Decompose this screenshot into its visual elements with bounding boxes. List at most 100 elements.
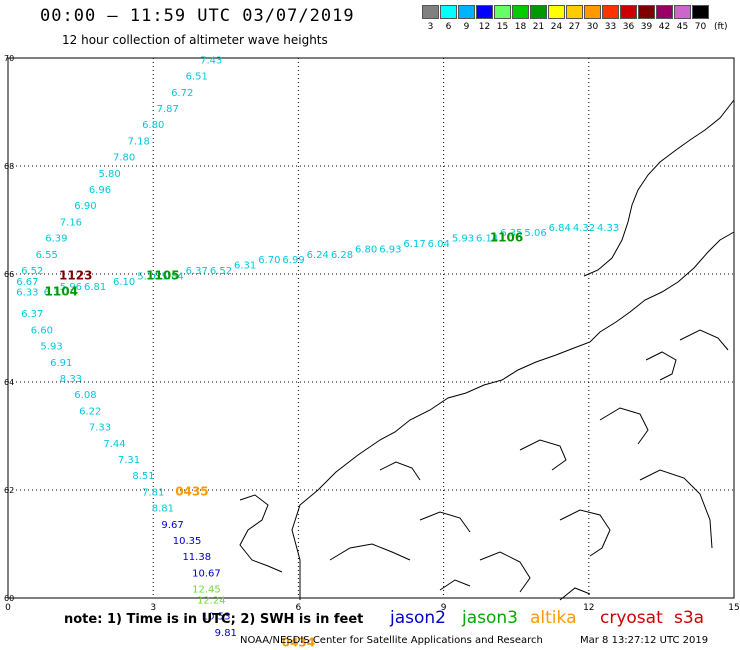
data-point-label: 6.3 — [44, 288, 60, 299]
data-point-label: 7.81 — [142, 487, 164, 498]
legend-swatch — [440, 5, 457, 19]
data-point-label: 6.37 — [186, 266, 208, 277]
data-point-label: 11.38 — [182, 552, 211, 563]
y-tick-label: 66 — [4, 270, 14, 279]
data-point-label: 6.08 — [74, 390, 96, 401]
y-tick-label: 62 — [4, 486, 14, 495]
data-point-label: 5.84 — [161, 271, 183, 282]
legend-swatch — [458, 5, 475, 19]
data-point-label: 6.51 — [186, 72, 208, 83]
data-point-label: 6.52 — [210, 266, 232, 277]
legend-swatch — [620, 5, 637, 19]
coastline — [239, 494, 283, 573]
pass-time-label: 1104 — [45, 285, 78, 299]
data-point-label: 10.67 — [192, 568, 221, 579]
coastline — [419, 511, 471, 533]
data-point-label: 6.52 — [21, 266, 43, 277]
data-point-label: 7.31 — [118, 455, 140, 466]
legend-swatch — [476, 5, 493, 19]
satellite-label-altika: altika — [530, 608, 577, 628]
data-point-label: 6.24 — [307, 250, 329, 261]
data-point-label: 6.81 — [84, 282, 106, 293]
data-point-label: 7.18 — [128, 136, 150, 147]
data-point-label: 6.96 — [89, 185, 111, 196]
satellite-label-jason2: jason2 — [390, 608, 446, 628]
data-point-label: 6.14 — [476, 234, 498, 245]
legend-label: 27 — [568, 22, 581, 32]
data-point-label: 7.44 — [103, 439, 125, 450]
data-point-label: 6.17 — [403, 239, 425, 250]
legend-swatch — [656, 5, 673, 19]
credit-text: NOAA/NESDIS Center for Satellite Applica… — [240, 635, 543, 646]
data-point-label: 7.16 — [60, 217, 82, 228]
x-tick-label: 9 — [441, 603, 447, 613]
pass-time-label: 0435 — [175, 484, 208, 498]
legend-label: 36 — [622, 22, 635, 32]
data-point-label: 6.37 — [21, 309, 43, 320]
data-point-label: 5.16 — [137, 271, 159, 282]
data-point-label: 6.80 — [142, 120, 164, 131]
data-point-label: 6.90 — [74, 201, 96, 212]
coastline — [479, 551, 531, 593]
pass-time-label: 1105 — [146, 268, 179, 282]
legend-label: 39 — [640, 22, 653, 32]
data-point-label: 6.33 — [16, 288, 38, 299]
legend-swatch — [674, 5, 691, 19]
coastline — [329, 543, 411, 561]
legend-swatch — [422, 5, 439, 19]
data-point-label: 6.99 — [282, 255, 304, 266]
data-point-label: 6.72 — [171, 88, 193, 99]
legend-label: 70 — [694, 22, 707, 32]
data-point-label: 6.55 — [36, 250, 58, 261]
data-point-label: 8.81 — [152, 504, 174, 515]
coastline — [559, 587, 591, 601]
data-point-label: 8.33 — [60, 374, 82, 385]
x-tick-label: 15 — [728, 603, 739, 613]
x-tick-label: 12 — [583, 603, 594, 613]
coastline — [639, 469, 713, 549]
legend-label: 33 — [604, 22, 617, 32]
coastline — [291, 231, 735, 600]
data-point-label: 6.10 — [113, 277, 135, 288]
data-point-label: 6.31 — [234, 261, 256, 272]
legend-swatch — [548, 5, 565, 19]
legend-label: 21 — [532, 22, 545, 32]
coastline — [583, 99, 735, 277]
page-title: 00:00 – 11:59 UTC 03/07/2019 — [40, 6, 355, 26]
chart-subtitle: 12 hour collection of altimeter wave hei… — [62, 33, 328, 47]
legend-swatch — [530, 5, 547, 19]
legend-label: 24 — [550, 22, 563, 32]
data-point-label: 5.80 — [99, 169, 121, 180]
coastline — [559, 509, 611, 557]
data-point-label: 6.39 — [45, 234, 67, 245]
coastline — [645, 351, 677, 381]
coastline — [599, 407, 649, 445]
x-tick-label: 0 — [5, 603, 11, 613]
data-point-label: 6.80 — [355, 244, 377, 255]
legend-label: 6 — [445, 22, 452, 32]
data-point-label: 10.53 — [202, 612, 231, 623]
legend-label: 18 — [514, 22, 527, 32]
data-point-label: 6.60 — [31, 325, 53, 336]
y-tick-label: 68 — [4, 162, 14, 171]
data-point-label: 5.93 — [452, 234, 474, 245]
legend-unit: (ft) — [714, 22, 728, 32]
data-point-label: 7.80 — [113, 153, 135, 164]
satellite-label-s3a: s3a — [674, 608, 705, 628]
data-point-label: 6.67 — [16, 277, 38, 288]
data-point-label: 7.87 — [157, 104, 179, 115]
data-point-label: 6.70 — [258, 255, 280, 266]
coastline — [519, 439, 567, 471]
footer-note: note: 1) Time is in UTC; 2) SWH is in fe… — [64, 612, 364, 627]
data-point-label: 6.04 — [428, 239, 450, 250]
data-point-label: 6.22 — [79, 406, 101, 417]
legend-label: 15 — [496, 22, 509, 32]
data-point-label: 6.91 — [50, 358, 72, 369]
coastline — [439, 579, 471, 591]
data-point-label: 9.81 — [215, 628, 237, 639]
data-point-label: 8.51 — [132, 471, 154, 482]
data-point-label: 5.96 — [60, 282, 82, 293]
data-point-label: 12.45 — [192, 585, 221, 596]
legend-swatch — [512, 5, 529, 19]
